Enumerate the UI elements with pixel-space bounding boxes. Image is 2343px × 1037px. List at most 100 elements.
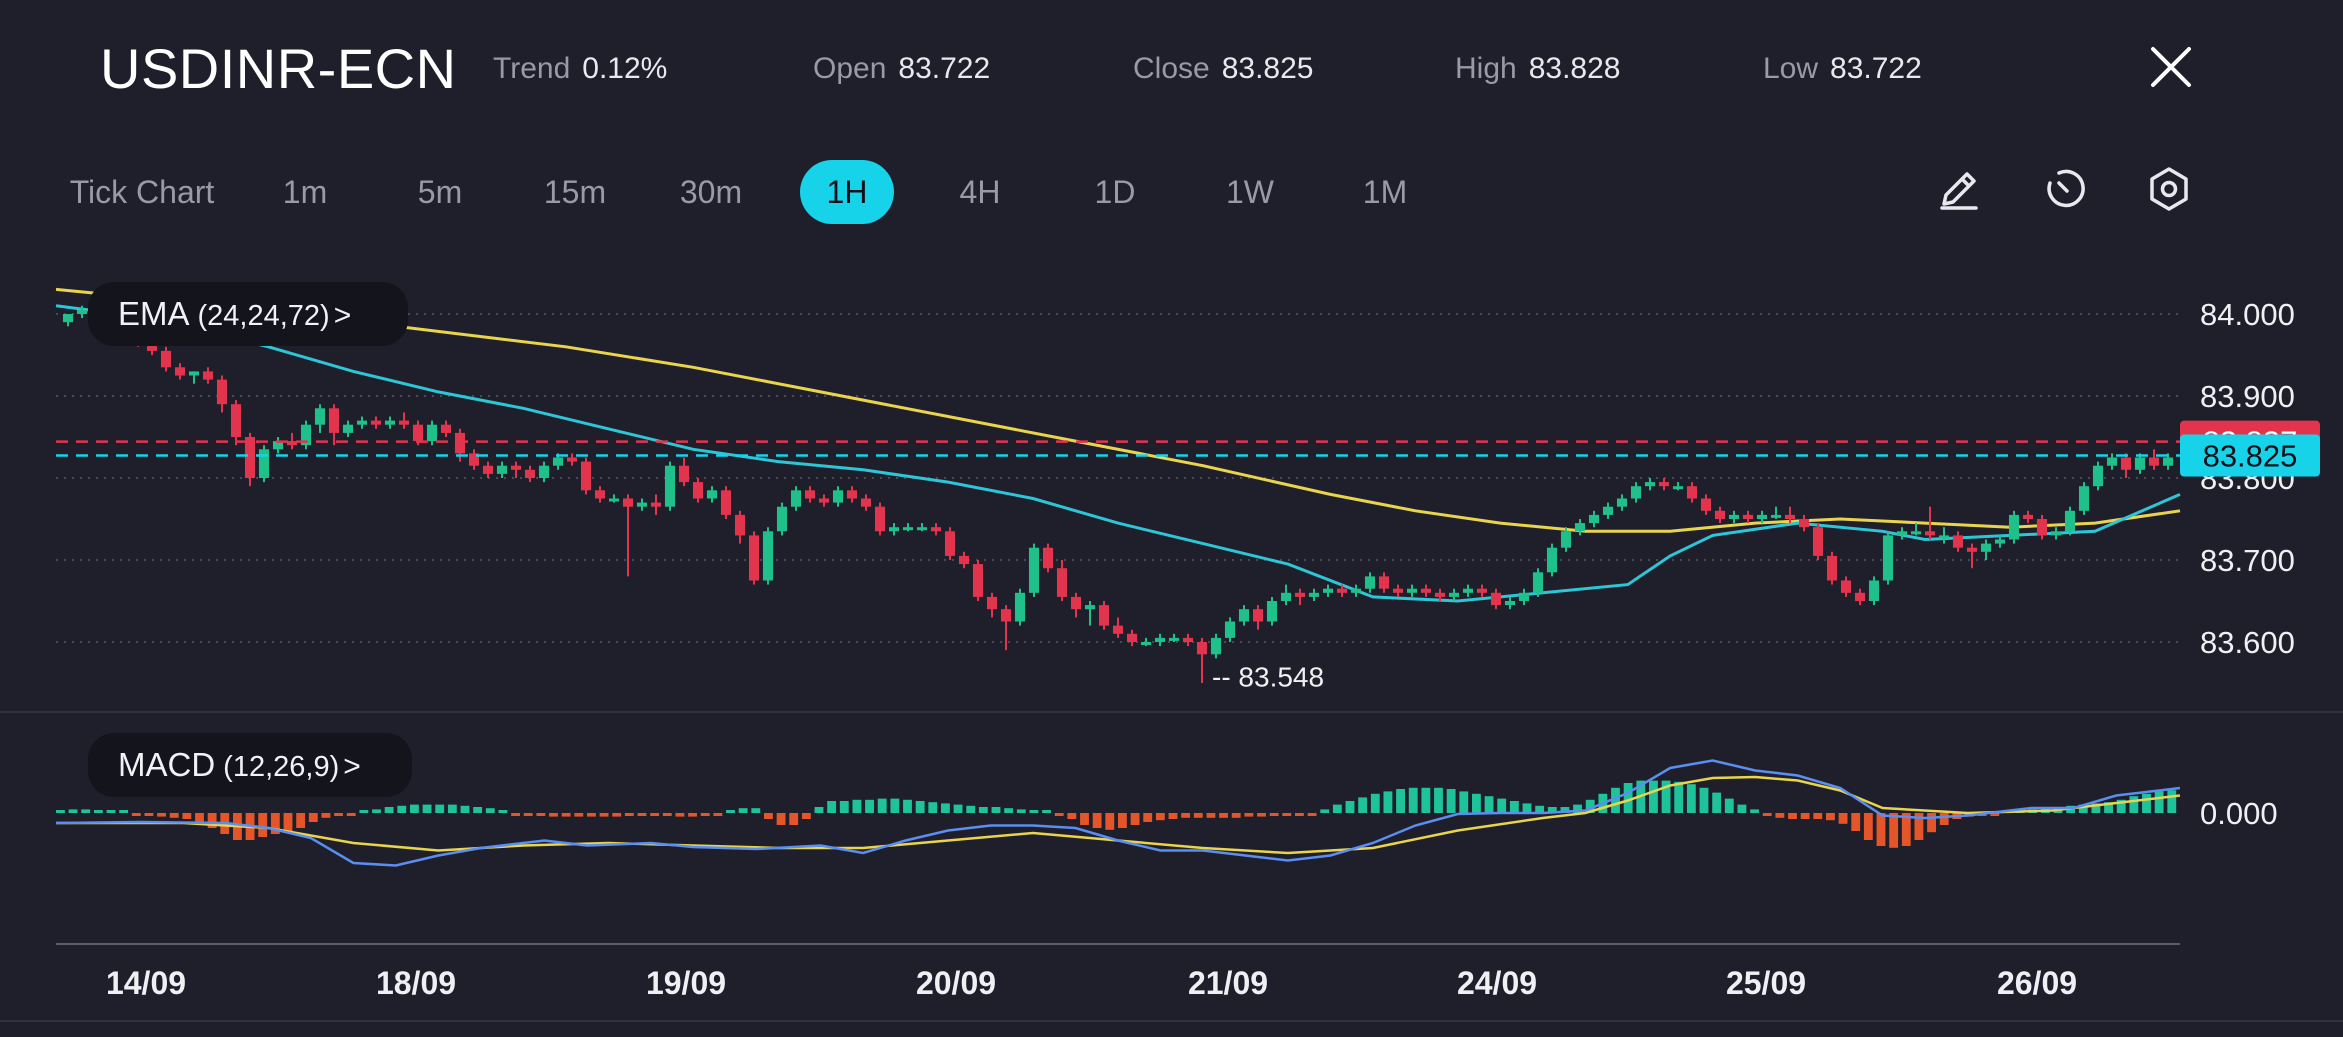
candle-body — [356, 420, 368, 425]
close-button[interactable] — [2148, 44, 2194, 90]
candle-body — [2106, 457, 2118, 466]
draw-tool-button[interactable] — [1934, 164, 1984, 214]
macd-histogram-bar — [1484, 796, 1494, 813]
candle-body — [1210, 637, 1222, 655]
candle-body — [230, 404, 242, 437]
macd-histogram-bar — [1838, 813, 1848, 824]
candle-body — [1378, 576, 1390, 589]
candle-body — [398, 420, 410, 425]
candle-body — [244, 437, 256, 478]
macd-histogram-bar — [1219, 813, 1228, 818]
macd-histogram-bar — [1130, 813, 1140, 825]
macd-histogram-bar — [321, 813, 331, 818]
macd-histogram-bar — [991, 807, 1001, 813]
macd-name: MACD — [118, 746, 216, 783]
tab-4h[interactable]: 4H — [959, 174, 1001, 210]
candle-body — [272, 441, 284, 450]
macd-histogram-bar — [1775, 813, 1785, 818]
macd-histogram-bar — [1269, 813, 1279, 816]
macd-histogram-bar — [1788, 813, 1797, 819]
candle-body — [1714, 510, 1726, 519]
candle-body — [1462, 588, 1474, 593]
candle-body — [1280, 592, 1292, 601]
macd-histogram-bar — [119, 810, 129, 813]
candle-body — [958, 555, 970, 565]
tab-1h[interactable]: 1H — [800, 160, 894, 224]
macd-histogram-bar — [1560, 807, 1570, 813]
candle-body — [286, 441, 298, 446]
history-button[interactable] — [2040, 164, 2090, 214]
stat-low-value: 83.722 — [1830, 52, 1922, 85]
candle-body — [1602, 506, 1614, 515]
candle-body — [160, 350, 172, 368]
ema-indicator-pill[interactable]: EMA (24,24,72) > — [88, 282, 408, 346]
candle-body — [1644, 482, 1656, 487]
tab-tick-chart[interactable]: Tick Chart — [69, 174, 215, 210]
candle-body — [1742, 514, 1754, 519]
candle-body — [2162, 457, 2174, 466]
candle-body — [1518, 592, 1530, 601]
macd-histogram-bar — [346, 813, 356, 816]
candle-body — [1182, 637, 1194, 642]
tab-1m[interactable]: 1m — [282, 174, 328, 210]
candle-body — [1252, 609, 1264, 622]
candle-body — [1756, 514, 1768, 519]
stat-high: High 83.828 — [1455, 52, 1620, 86]
tab-1w[interactable]: 1W — [1226, 174, 1274, 210]
macd-histogram-bar — [1573, 804, 1582, 813]
candle-body — [776, 506, 788, 532]
macd-histogram-bar — [460, 805, 470, 813]
bid-price-label: 83.825 — [2203, 439, 2298, 474]
settings-button[interactable] — [2144, 164, 2194, 214]
macd-histogram-bar — [1724, 798, 1734, 813]
macd-histogram-bar — [523, 813, 533, 816]
tab-5m[interactable]: 5m — [417, 174, 463, 210]
macd-histogram-bar — [1914, 813, 1924, 840]
candle-body — [1476, 588, 1488, 593]
candle-body — [580, 461, 592, 491]
macd-histogram-bar — [1168, 813, 1178, 819]
macd-indicator-pill[interactable]: MACD (12,26,9) > — [88, 733, 412, 797]
macd-histogram-bar — [865, 799, 874, 813]
macd-histogram-bar — [397, 805, 407, 813]
candle-body — [818, 498, 830, 503]
candle-body — [678, 465, 690, 483]
candle-body — [188, 371, 200, 376]
ema-slow-line — [55, 287, 2181, 533]
tab-1mo[interactable]: 1M — [1362, 174, 1408, 210]
candle-body — [1854, 592, 1866, 601]
candle-body — [300, 424, 312, 446]
macd-histogram-bar — [877, 798, 887, 813]
candle-body — [1966, 547, 1978, 552]
candle-body — [496, 465, 508, 474]
macd-histogram-bar — [1295, 813, 1304, 816]
tab-1d[interactable]: 1D — [1094, 174, 1136, 210]
settings-icon — [2150, 167, 2188, 211]
candle-body — [2008, 514, 2020, 540]
stat-high-label: High — [1455, 52, 1517, 85]
macd-histogram-bar — [1927, 813, 1936, 833]
candle-body — [2022, 514, 2034, 519]
candle-body — [1238, 609, 1250, 622]
macd-histogram-bar — [283, 813, 293, 831]
date-axis-label: 14/09 — [106, 965, 186, 1001]
stat-trend: Trend 0.12% — [493, 52, 667, 86]
ema-name: EMA — [118, 295, 190, 332]
tab-30m[interactable]: 30m — [679, 174, 743, 210]
macd-histogram-bar — [1396, 789, 1405, 813]
candle-body — [1840, 580, 1852, 593]
macd-histogram-bar — [106, 810, 116, 813]
stat-open-label: Open — [813, 52, 887, 85]
candle-body — [1868, 580, 1880, 601]
macd-histogram-bar — [1446, 789, 1456, 813]
macd-histogram-bar — [1383, 791, 1393, 813]
candle-body — [1798, 519, 1810, 528]
price-axis-label: 83.600 — [2200, 625, 2295, 660]
macd-histogram-bar — [1623, 783, 1633, 813]
candle-body — [454, 432, 466, 454]
macd-histogram-bar — [650, 813, 660, 816]
stat-close: Close 83.825 — [1133, 52, 1313, 86]
macd-main-line — [55, 759, 2181, 867]
tab-15m[interactable]: 15m — [543, 174, 607, 210]
